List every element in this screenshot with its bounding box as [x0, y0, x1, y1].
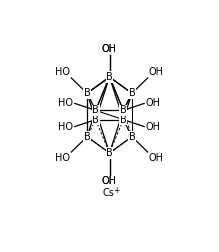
Text: OH: OH [102, 44, 117, 53]
Text: B: B [106, 148, 113, 158]
Text: B: B [84, 132, 90, 142]
Text: HO: HO [55, 153, 70, 163]
Text: B: B [106, 148, 113, 158]
Text: OH: OH [149, 67, 164, 77]
Text: B: B [92, 115, 99, 125]
Text: B: B [129, 88, 135, 98]
Text: OH: OH [102, 44, 117, 53]
Text: B: B [92, 105, 99, 115]
Text: HO: HO [55, 67, 70, 77]
Text: OH: OH [146, 98, 161, 108]
Text: HO: HO [58, 122, 73, 132]
Text: OH: OH [102, 176, 117, 186]
Text: B: B [106, 72, 113, 82]
Text: +: + [113, 186, 120, 195]
Text: B: B [106, 72, 113, 82]
Text: OH: OH [102, 176, 117, 186]
Text: B: B [120, 105, 127, 115]
Text: B: B [120, 115, 127, 125]
Text: OH: OH [146, 122, 161, 132]
Text: OH: OH [149, 153, 164, 163]
Text: HO: HO [58, 98, 73, 108]
Text: Cs: Cs [102, 188, 115, 198]
Text: B: B [129, 132, 135, 142]
Text: B: B [84, 88, 90, 98]
